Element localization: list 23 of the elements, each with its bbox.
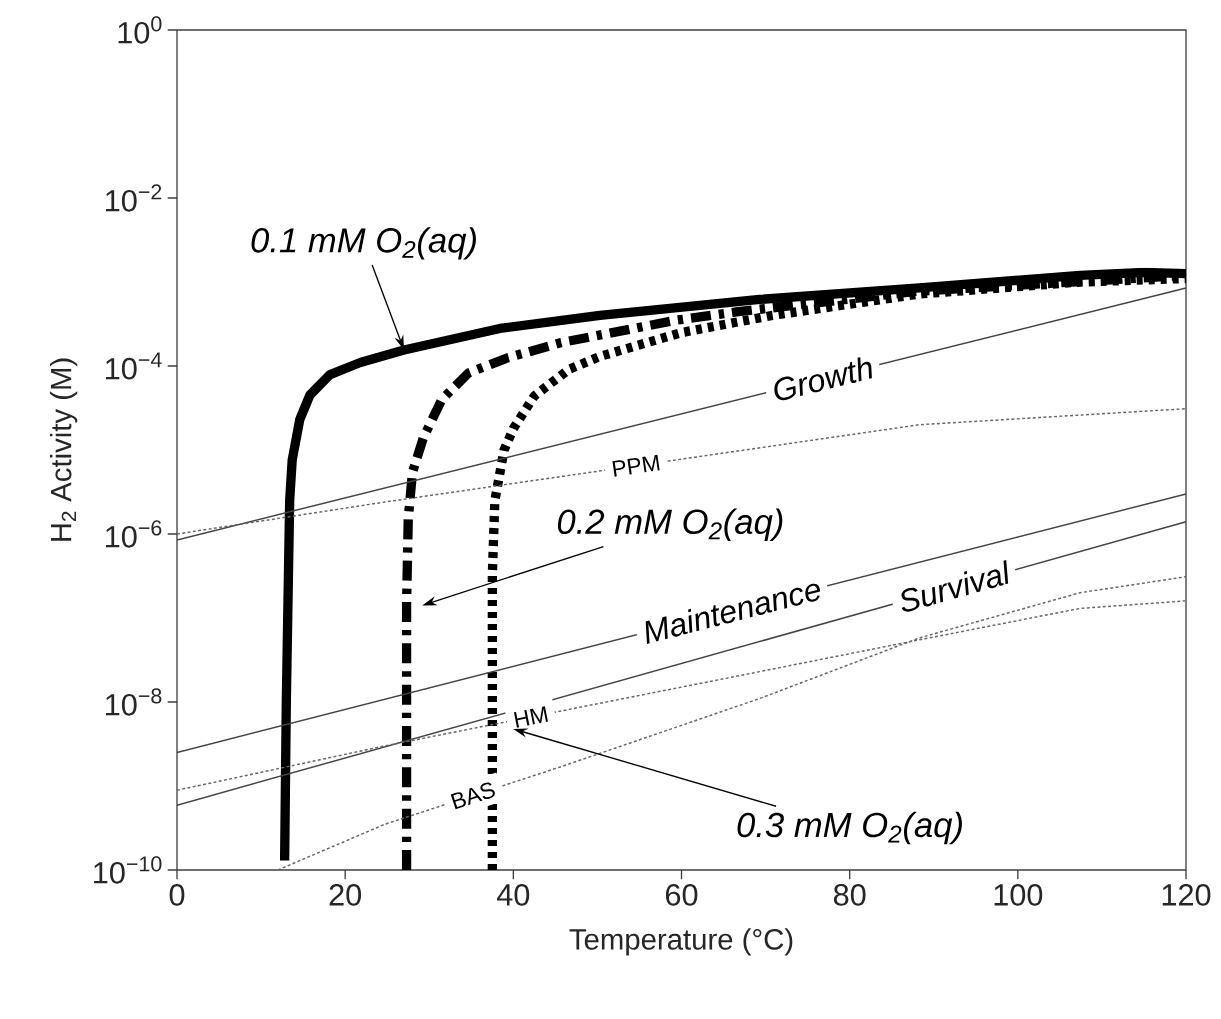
annotation: 0.3 mM O$_{2}$(aq) — [737, 811, 962, 845]
y-tick-label: 10$^{−10}$ — [94, 856, 162, 884]
text: PPM — [612, 454, 660, 477]
y-tick-label: 10$^{−4}$ — [106, 352, 162, 380]
x-tick-label: 80 — [833, 883, 866, 906]
x-axis-title: Temperature (°C) — [569, 928, 793, 956]
annotation: 0.1 mM O$_{2}$(aq) — [251, 227, 476, 260]
text: Growth — [774, 357, 872, 401]
x-tick-label: 120 — [1162, 883, 1211, 906]
text: Survival — [901, 560, 1009, 612]
text: HM — [513, 706, 548, 728]
x-tick-label: 20 — [329, 883, 362, 906]
x-tick-label: 0 — [169, 883, 185, 906]
y-tick-label: 10$^{−8}$ — [106, 688, 162, 716]
y-axis-title: H$_{2}$ Activity (M) — [49, 358, 78, 541]
y-tick-label: 10$^{−6}$ — [106, 520, 162, 548]
x-tick-label: 100 — [994, 883, 1043, 906]
x-tick-label: 60 — [666, 883, 698, 906]
y-tick-label: 10$^{−2}$ — [106, 184, 162, 212]
text: BAS — [450, 782, 495, 810]
y-tick-label: 10$^{0}$ — [118, 16, 162, 44]
annotation: 0.2 mM O$_{2}$(aq) — [557, 508, 783, 541]
x-tick-label: 40 — [496, 883, 530, 906]
